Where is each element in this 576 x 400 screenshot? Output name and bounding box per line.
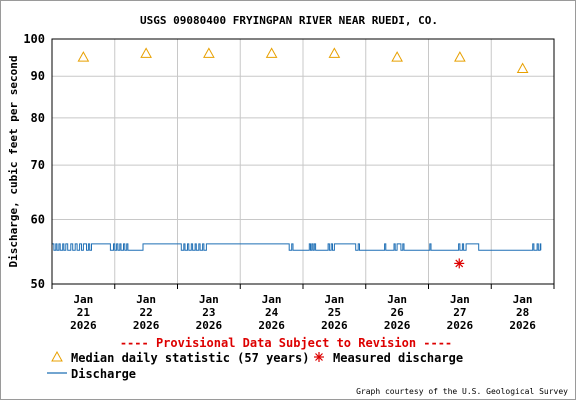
median-series	[77, 47, 529, 73]
measured-point	[454, 258, 465, 269]
x-tick-label: Jan	[513, 293, 533, 306]
legend: Median daily statistic (57 years) Measure…	[47, 350, 463, 381]
y-tick-label: 100	[23, 32, 45, 46]
legend-median-label: Median daily statistic (57 years)	[71, 351, 309, 365]
median-point	[391, 51, 403, 62]
y-tick-label: 80	[31, 111, 45, 125]
x-axis-ticks: Jan212026Jan222026Jan232026Jan242026Jan2…	[51, 284, 555, 332]
x-tick-label: 2026	[133, 319, 160, 332]
median-point	[203, 47, 215, 58]
x-tick-label: 22	[140, 306, 153, 319]
median-point	[328, 47, 341, 58]
x-tick-label: 2026	[384, 319, 411, 332]
discharge-line	[51, 243, 542, 251]
median-point	[516, 62, 529, 73]
x-tick-label: 23	[202, 306, 215, 319]
y-axis-label: Discharge, cubic feet per second	[7, 56, 20, 268]
y-tick-label: 50	[31, 277, 45, 291]
x-tick-label: 28	[516, 306, 529, 319]
measured-series	[454, 258, 465, 269]
x-tick-label: Jan	[136, 293, 156, 306]
y-tick-label: 90	[31, 69, 45, 83]
discharge-series	[51, 243, 542, 251]
x-tick-label: 2026	[509, 319, 536, 332]
x-tick-label: 2026	[70, 319, 97, 332]
x-tick-label: 2026	[258, 319, 285, 332]
chart-title: USGS 09080400 FRYINGPAN RIVER NEAR RUEDI…	[140, 14, 438, 27]
x-tick-label: 26	[391, 306, 405, 319]
x-tick-label: 24	[265, 306, 279, 319]
x-tick-label: 2026	[447, 319, 474, 332]
x-tick-label: 2026	[321, 319, 348, 332]
y-axis-ticks: 50 60 70 80 90 100	[23, 32, 45, 291]
legend-measured-label: Measured discharge	[333, 351, 463, 365]
x-tick-label: Jan	[450, 293, 470, 306]
x-tick-label: Jan	[199, 293, 219, 306]
x-tick-label: 25	[328, 306, 341, 319]
x-tick-label: Jan	[324, 293, 344, 306]
grid-lines	[52, 39, 554, 284]
plot-frame	[51, 38, 555, 285]
median-point	[265, 47, 278, 58]
provisional-notice: ---- Provisional Data Subject to Revisio…	[120, 336, 452, 350]
x-tick-label: Jan	[73, 293, 93, 306]
x-tick-label: Jan	[387, 293, 407, 306]
x-tick-label: 21	[77, 306, 91, 319]
legend-discharge-label: Discharge	[71, 367, 136, 381]
median-point	[77, 51, 90, 62]
x-tick-label: Jan	[262, 293, 282, 306]
x-tick-label: 2026	[196, 319, 223, 332]
legend-median-icon	[51, 350, 63, 362]
legend-measured-icon	[314, 352, 324, 362]
x-tick-label: 27	[453, 306, 466, 319]
credit-note: Graph courtesy of the U.S. Geological Su…	[356, 387, 568, 396]
y-tick-label: 60	[31, 213, 45, 227]
median-point	[454, 51, 466, 62]
median-point	[140, 47, 152, 58]
y-tick-label: 70	[31, 158, 45, 172]
